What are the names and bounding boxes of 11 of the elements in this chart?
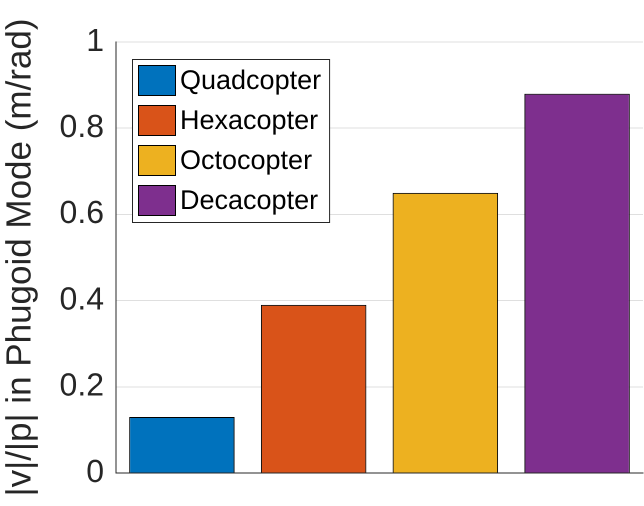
legend-label: Quadcopter bbox=[180, 64, 322, 95]
legend-label: Hexacopter bbox=[180, 104, 318, 135]
y-tick-label: 0.8 bbox=[60, 108, 104, 144]
y-tick-label: 0.6 bbox=[60, 194, 104, 230]
y-tick-label: 1 bbox=[86, 22, 104, 58]
legend-label: Octocopter bbox=[180, 144, 312, 175]
legend-label: Decacopter bbox=[180, 184, 318, 215]
y-tick-label: 0 bbox=[86, 452, 104, 489]
y-tick-label: 0.4 bbox=[60, 280, 104, 316]
y-tick-label: 0.2 bbox=[60, 366, 104, 403]
y-axis-title: |v|/|p| in Phugoid Mode (m/rad) bbox=[0, 18, 39, 496]
